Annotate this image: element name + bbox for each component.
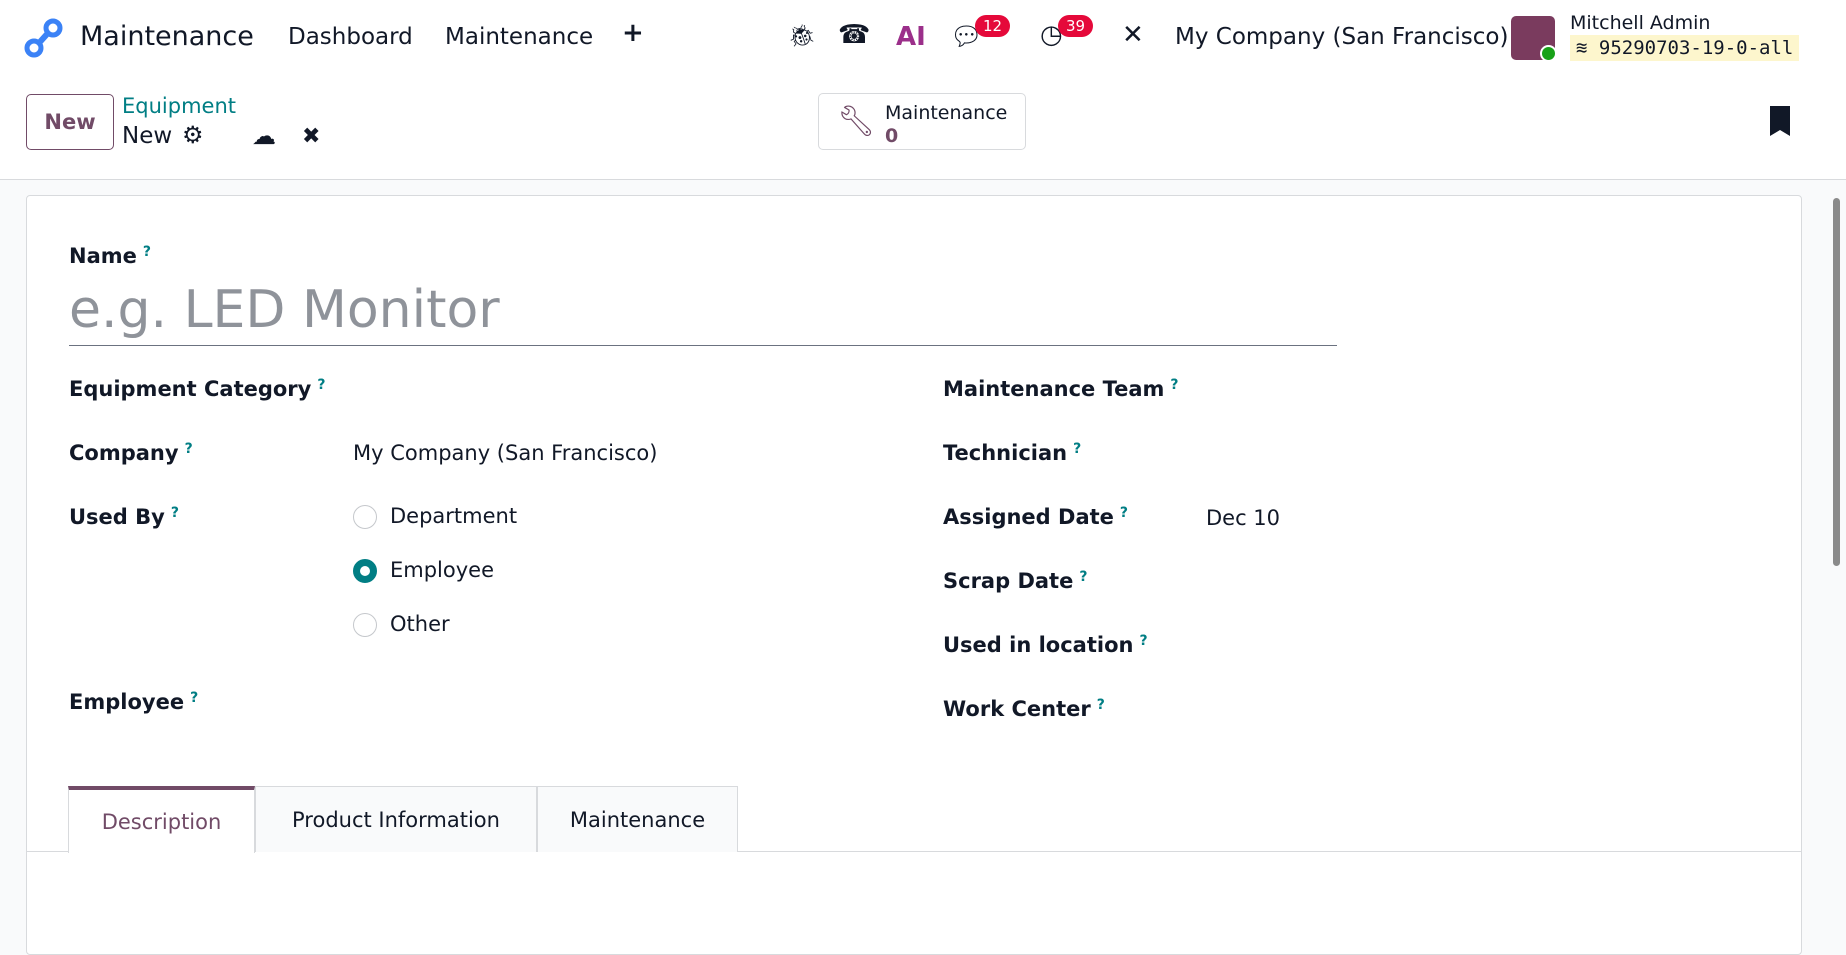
assigned-date-field[interactable]: Dec 10 [1206,506,1281,530]
bookmark-icon[interactable] [1770,106,1790,136]
scrollbar[interactable] [1833,198,1840,566]
maintenance-team-label: Maintenance Team? [943,377,1179,401]
used-by-label: Used By? [69,505,179,529]
company-label: Company? [69,441,193,465]
new-button[interactable]: New [26,94,114,150]
menu-dashboard[interactable]: Dashboard [288,24,413,50]
online-status-icon [1540,45,1557,62]
menu-maintenance[interactable]: Maintenance [445,24,594,50]
tabs-divider [27,851,1801,852]
chat-count-badge: 12 [975,15,1011,37]
activity-clock-icon[interactable]: ◷ [1040,20,1063,50]
ai-icon[interactable]: AI [896,22,926,52]
database-name: 95290703-19-0-all [1598,37,1794,59]
app-name[interactable]: Maintenance [80,21,254,52]
employee-label: Employee? [69,690,199,714]
radio-department-label[interactable]: Department [390,504,518,528]
tools-icon[interactable]: ✕ [1122,20,1144,50]
name-label: Name? [69,244,151,268]
tab-description[interactable]: Description [68,786,255,853]
name-input[interactable]: e.g. LED Monitor [69,280,1337,346]
app-logo-icon[interactable] [24,18,64,58]
phone-icon[interactable]: ☎ [838,20,871,50]
radio-other-label[interactable]: Other [390,612,450,636]
equipment-category-input[interactable] [353,372,853,406]
work-center-label: Work Center? [943,697,1105,721]
maintenance-smart-button[interactable]: 🔧︎ Maintenance 0 [818,93,1026,150]
technician-label: Technician? [943,441,1082,465]
smart-button-count: 0 [885,125,899,147]
used-in-location-label: Used in location? [943,633,1148,657]
company-field[interactable]: My Company (San Francisco) [353,441,658,465]
cloud-upload-icon[interactable]: ☁ [252,122,276,150]
company-switcher[interactable]: My Company (San Francisco) [1175,24,1509,50]
radio-other[interactable] [353,613,377,637]
tab-maintenance[interactable]: Maintenance [537,786,738,852]
smart-button-label: Maintenance [885,102,1008,124]
bug-icon[interactable]: 🐞︎ [788,24,816,49]
radio-employee[interactable] [353,559,377,583]
discard-icon[interactable]: ✖ [302,124,321,149]
tab-product-information[interactable]: Product Information [255,786,537,852]
breadcrumb-equipment[interactable]: Equipment [122,94,236,118]
top-navbar: Maintenance Dashboard Maintenance + 🐞︎ ☎… [0,0,1846,76]
activity-count-badge: 39 [1058,15,1094,37]
radio-department[interactable] [353,505,377,529]
wrench-icon: 🔧︎ [837,104,876,139]
equipment-category-label: Equipment Category? [69,377,326,401]
database-badge: ≋ 95290703-19-0-all [1570,35,1800,61]
radio-employee-label[interactable]: Employee [390,558,495,582]
database-icon: ≋ [1576,37,1599,59]
assigned-date-label: Assigned Date? [943,505,1129,529]
scrap-date-label: Scrap Date? [943,569,1088,593]
user-name[interactable]: Mitchell Admin [1570,12,1711,34]
breadcrumb-current: New [122,123,173,149]
gear-icon[interactable]: ⚙ [182,121,204,149]
plus-icon[interactable]: + [622,18,644,48]
